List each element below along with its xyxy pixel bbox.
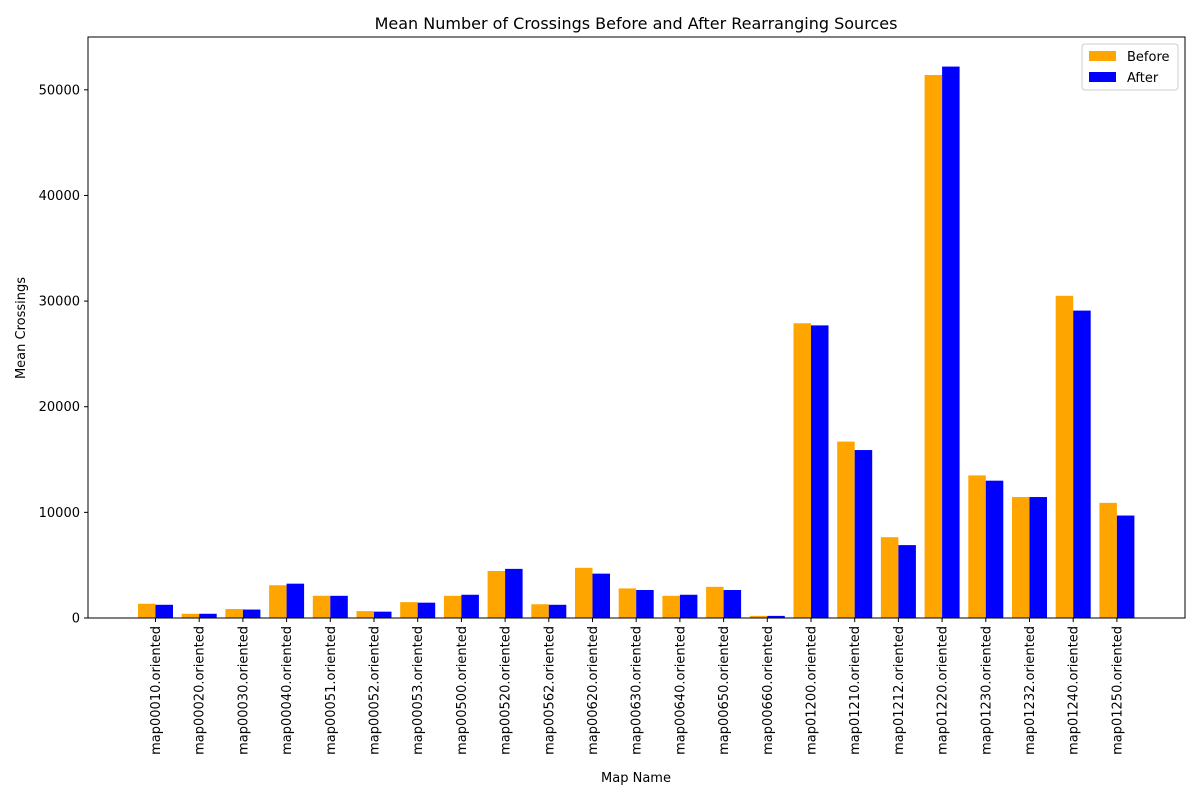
bar-after-9	[548, 604, 567, 618]
x-tick-label: map00010.oriented	[149, 626, 164, 755]
bar-before-16	[837, 441, 855, 618]
x-tick-label: map01240.oriented	[1067, 626, 1082, 755]
x-tick-label: map00030.oriented	[236, 626, 251, 755]
x-tick-label: map01212.oriented	[892, 626, 907, 755]
bar-before-15	[793, 323, 811, 618]
y-tick-label: 40000	[39, 189, 80, 204]
bar-before-10	[575, 567, 593, 618]
bar-before-4	[312, 595, 331, 618]
bar-before-20	[1012, 497, 1030, 618]
legend: Before After	[1081, 43, 1179, 91]
x-tick-label: map01232.oriented	[1023, 626, 1038, 755]
bar-before-1	[181, 613, 200, 618]
bar-after-19	[985, 480, 1004, 618]
x-tick-label: map00040.oriented	[280, 626, 295, 755]
x-tick-label: map01230.oriented	[979, 626, 994, 755]
x-tick-label: map00630.oriented	[630, 626, 645, 755]
legend-swatch-after	[1089, 72, 1116, 82]
bar-before-6	[400, 602, 418, 618]
bar-before-18	[924, 75, 943, 618]
bar-after-3	[286, 583, 305, 618]
bar-before-19	[968, 475, 986, 618]
legend-label-after: After	[1127, 71, 1159, 86]
bar-before-7	[443, 595, 462, 618]
bar-after-18	[942, 66, 960, 618]
bar-after-8	[505, 568, 523, 618]
x-tick-label: map00051.oriented	[324, 626, 339, 755]
plot-area	[138, 66, 1135, 618]
bar-after-11	[636, 590, 654, 618]
bar-before-11	[618, 588, 637, 618]
bar-after-13	[723, 590, 742, 618]
x-axis-title: Map Name	[601, 771, 671, 786]
bar-before-13	[706, 586, 724, 618]
x-tick-label: map00640.oriented	[673, 626, 688, 755]
x-tick-label: map01250.oriented	[1110, 626, 1125, 755]
x-tick-label: map00620.oriented	[586, 626, 601, 755]
y-axis: 0 10000 20000 30000 40000 50000	[39, 83, 88, 627]
bar-before-3	[269, 585, 287, 618]
y-tick-label: 30000	[39, 295, 80, 310]
bar-before-14	[749, 615, 768, 618]
x-tick-label: map01210.oriented	[848, 626, 863, 755]
x-tick-label: map00052.oriented	[368, 626, 383, 755]
bar-before-5	[356, 611, 374, 618]
bar-after-22	[1116, 515, 1135, 618]
bar-after-17	[898, 545, 916, 618]
bar-after-2	[242, 609, 261, 618]
y-tick-label: 10000	[39, 506, 80, 521]
bar-after-15	[811, 325, 829, 618]
x-tick-label: map01220.oriented	[936, 626, 951, 755]
x-tick-label: map01200.oriented	[805, 626, 820, 755]
bar-after-5	[374, 611, 392, 618]
bar-before-22	[1099, 502, 1117, 618]
x-tick-label: map00562.oriented	[542, 626, 557, 755]
y-tick-label: 0	[72, 612, 80, 627]
x-tick-label: map00660.oriented	[761, 626, 776, 755]
x-tick-label: map00053.oriented	[411, 626, 426, 755]
chart-title: Mean Number of Crossings Before and Afte…	[375, 14, 898, 33]
y-tick-label: 50000	[39, 83, 80, 98]
bar-before-9	[531, 604, 549, 618]
bar-after-14	[767, 615, 785, 618]
bar-after-4	[330, 595, 348, 618]
y-tick-label: 20000	[39, 400, 80, 415]
bar-before-2	[225, 609, 243, 618]
x-tick-label: map00650.oriented	[717, 626, 732, 755]
bar-before-0	[138, 603, 156, 618]
bar-after-0	[155, 604, 173, 618]
x-tick-label: map00520.oriented	[499, 626, 514, 755]
bar-after-1	[199, 613, 217, 618]
bar-before-17	[880, 537, 899, 618]
legend-swatch-before	[1089, 51, 1116, 61]
bar-before-12	[662, 595, 680, 618]
bar-after-12	[679, 594, 698, 618]
bar-after-7	[461, 594, 479, 618]
bar-after-16	[854, 450, 873, 618]
bar-before-21	[1055, 295, 1074, 618]
x-axis: map00010.oriented map00020.oriented map000…	[149, 618, 1125, 755]
bar-after-21	[1073, 310, 1091, 618]
bar-after-10	[592, 573, 610, 618]
bar-after-6	[417, 602, 436, 618]
bar-after-20	[1029, 497, 1047, 618]
x-tick-label: map00500.oriented	[455, 626, 470, 755]
x-tick-label: map00020.oriented	[193, 626, 208, 755]
legend-label-before: Before	[1127, 50, 1170, 65]
bar-before-8	[487, 570, 506, 618]
y-axis-title: Mean Crossings	[14, 277, 29, 379]
